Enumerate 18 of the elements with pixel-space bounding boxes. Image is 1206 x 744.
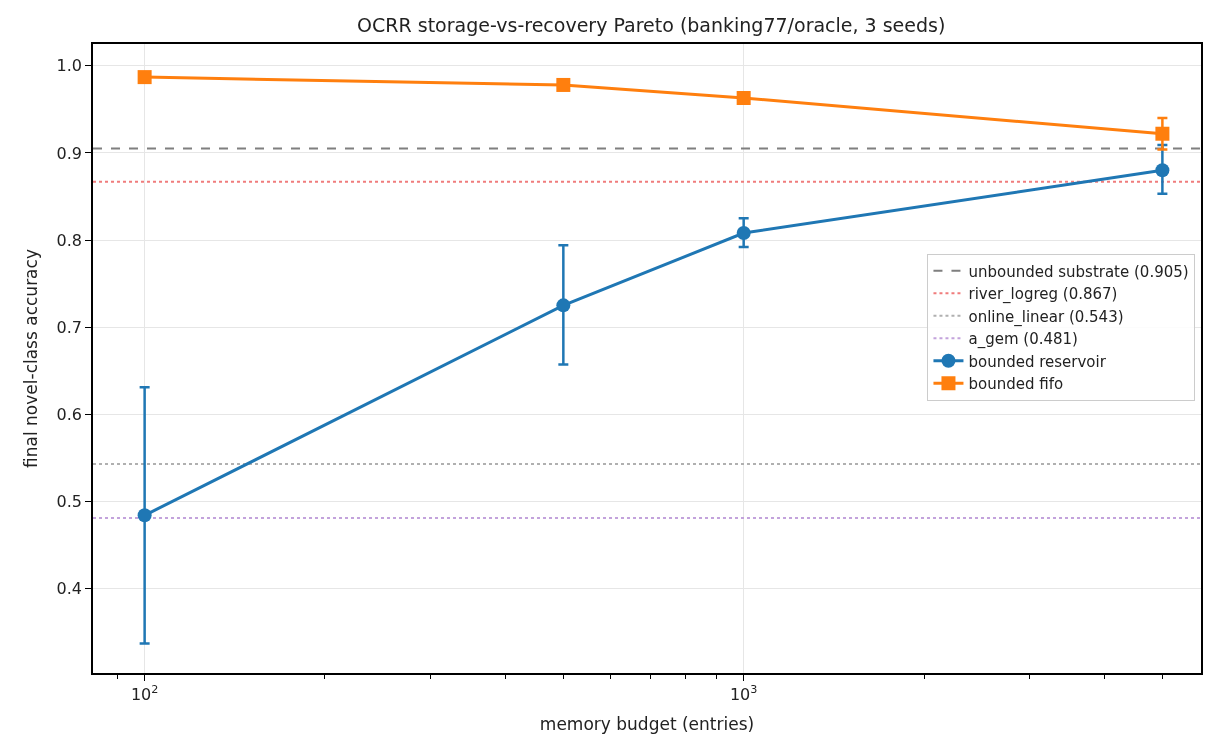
x-axis-title: memory budget (entries) <box>539 713 755 734</box>
x-tick-label: 10$^{2}$ <box>130 683 159 704</box>
x-tick-label: 10$^{3}$ <box>729 683 758 704</box>
legend-label: online_linear (0.543) <box>968 307 1124 327</box>
legend-label: unbounded substrate (0.905) <box>968 262 1189 281</box>
legend-label: a_gem (0.481) <box>968 330 1078 350</box>
y-tick-label: 0.6 <box>56 404 83 424</box>
chart-title: OCRR storage-vs-recovery Pareto (banking77/oracle, 3 seeds) <box>357 13 946 36</box>
y-tick-label: 1.0 <box>56 56 83 76</box>
y-axis-title: final novel-class accuracy <box>20 249 41 468</box>
legend-label: river_logreg (0.867) <box>968 285 1118 305</box>
y-tick-label: 0.4 <box>56 579 83 599</box>
y-tick-label: 0.9 <box>56 143 83 163</box>
y-tick-label: 0.7 <box>56 317 83 337</box>
legend-label: bounded fifo <box>968 375 1064 394</box>
y-tick-label: 0.5 <box>56 491 83 511</box>
legend-label: bounded reservoir <box>968 352 1107 371</box>
y-tick-label: 0.8 <box>56 230 83 250</box>
